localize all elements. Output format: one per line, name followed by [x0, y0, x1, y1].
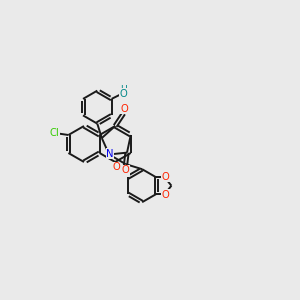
- Text: O: O: [161, 172, 169, 182]
- Text: O: O: [121, 103, 128, 114]
- Text: Cl: Cl: [50, 128, 59, 139]
- Text: O: O: [112, 162, 120, 172]
- Text: H: H: [120, 85, 127, 94]
- Text: O: O: [161, 190, 169, 200]
- Text: N: N: [106, 149, 114, 159]
- Text: O: O: [122, 165, 129, 175]
- Text: O: O: [120, 89, 128, 99]
